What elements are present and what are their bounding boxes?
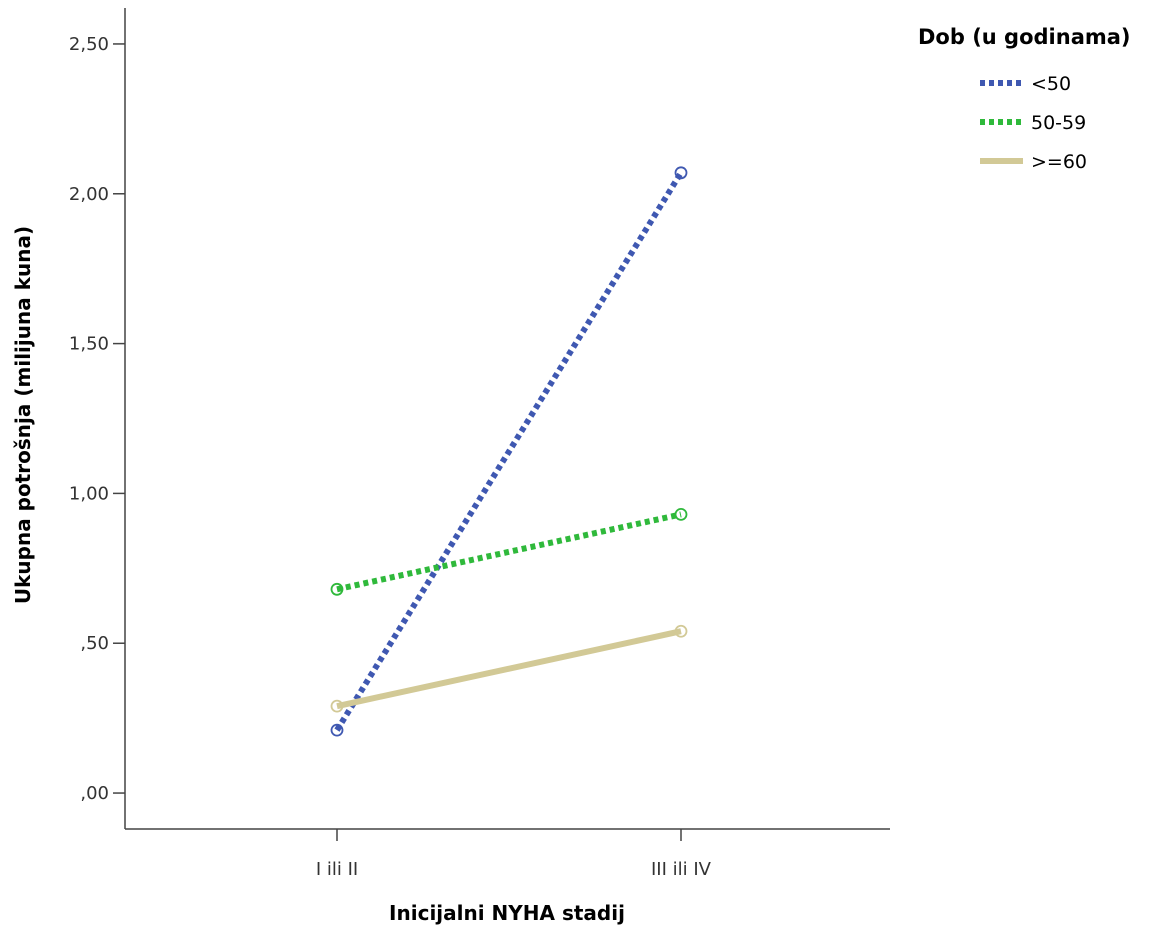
data-point xyxy=(674,507,688,521)
x-axis-title: Inicijalni NYHA stadij xyxy=(389,901,625,925)
series-line xyxy=(336,511,682,593)
data-point xyxy=(330,699,344,713)
series-1 xyxy=(330,166,688,737)
y-tick-label: ,50 xyxy=(80,633,109,654)
legend-label: >=60 xyxy=(1031,151,1087,173)
y-tick-label: 2,00 xyxy=(69,184,109,205)
series-3 xyxy=(330,624,688,713)
legend-label: <50 xyxy=(1031,73,1071,95)
data-point xyxy=(330,582,344,596)
axes: ,00 ,50 1,00 1,50 2,00 2,50 I ili II III ili IV xyxy=(69,8,890,880)
legend-title: Dob (u godinama) xyxy=(918,25,1131,49)
data-point xyxy=(674,166,688,180)
series-line xyxy=(336,628,682,710)
y-tick-label: 2,50 xyxy=(69,34,109,55)
data-point xyxy=(330,723,344,737)
y-tick-label: ,00 xyxy=(80,783,109,804)
x-tick-label: III ili IV xyxy=(651,859,712,880)
series-line xyxy=(334,171,684,732)
legend: Dob (u godinama) <50 50-59 >=60 xyxy=(918,25,1131,173)
y-axis-title: Ukupna potrošnja (milijuna kuna) xyxy=(11,226,35,604)
data-point xyxy=(674,624,688,638)
series-2 xyxy=(330,507,688,596)
y-tick-label: 1,50 xyxy=(69,334,109,355)
y-tick-label: 1,00 xyxy=(69,483,109,504)
x-tick-label: I ili II xyxy=(316,859,358,880)
legend-label: 50-59 xyxy=(1031,112,1086,134)
series-layer xyxy=(330,166,688,737)
